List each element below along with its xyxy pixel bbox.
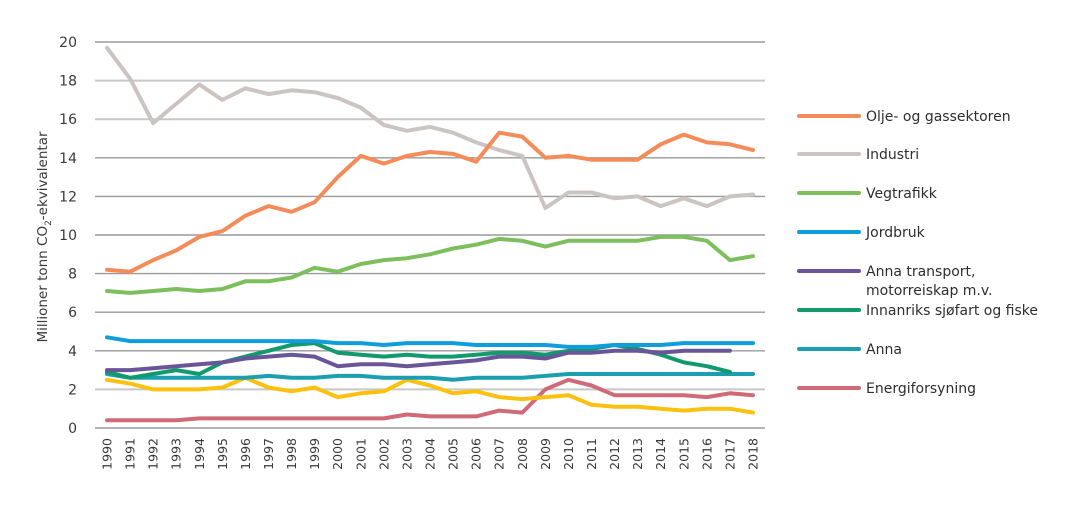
x-tick-label: 2018 [746, 438, 761, 470]
legend-label: Anna [866, 342, 902, 358]
legend-item: Industri [797, 147, 919, 163]
series-line-industri [105, 45, 755, 210]
series-line-olje-og-gassektoren [105, 130, 755, 274]
x-tick-label: 2004 [423, 438, 438, 470]
x-tick-label: 1999 [307, 438, 322, 470]
x-tick-label: 1994 [192, 438, 207, 470]
y-tick-label: 0 [68, 421, 77, 437]
y-tick-label: 2 [68, 382, 77, 398]
series-line-vegtrafikk [105, 234, 755, 295]
series-line-anna [105, 372, 755, 382]
y-axis-title-subscript: 2 [44, 220, 54, 226]
x-tick-label: 2017 [722, 438, 737, 470]
legend-label: Innanriks sjøfart og fiske [866, 303, 1038, 319]
y-tick-label: 12 [59, 189, 77, 205]
legend-label: Olje- og gassektoren [866, 109, 1011, 125]
x-tick-label: 1998 [284, 438, 299, 470]
legend-item: Jordbruk [797, 225, 926, 241]
legend-label: Vegtrafikk [866, 186, 938, 202]
y-axis-title-main: Millioner tonn CO [35, 226, 51, 343]
x-tick-label: 2008 [515, 438, 530, 470]
x-tick-label: 2014 [653, 438, 668, 470]
legend-item: Innanriks sjøfart og fiske [797, 303, 1038, 319]
legend-item: Anna [797, 342, 902, 358]
y-axis-title: Millioner tonn CO2-ekvivalentar [35, 131, 54, 343]
x-tick-label: 2016 [699, 438, 714, 470]
legend-label: motorreiskap m.v. [866, 283, 993, 299]
series-line-jordbruk [105, 335, 755, 349]
x-tick-label: 2012 [607, 438, 622, 470]
legend-label: Energiforsyning [866, 381, 976, 397]
x-tick-label: 2003 [399, 438, 414, 470]
x-tick-label: 2007 [492, 438, 507, 470]
x-tick-label: 2000 [330, 438, 345, 470]
x-axis-ticks: 1990 1991 1992 1993 1994 1995 1996 1997 1998 1999… [100, 438, 761, 470]
x-tick-label: 1990 [100, 438, 115, 470]
legend-item: Energiforsyning [797, 381, 976, 397]
legend-label: Industri [866, 147, 919, 163]
y-tick-label: 6 [68, 305, 77, 321]
series-line-anna-transport-motorreiskap-m-v [105, 348, 732, 373]
y-axis-title-suffix: -ekvivalentar [35, 131, 51, 220]
x-tick-label: 2011 [584, 438, 599, 470]
y-tick-label: 20 [59, 35, 77, 51]
x-tick-label: 2015 [676, 438, 691, 470]
x-tick-label: 1993 [169, 438, 184, 470]
x-tick-label: 1996 [238, 438, 253, 470]
y-tick-label: 14 [59, 151, 77, 167]
x-tick-label: 2002 [376, 438, 391, 470]
x-tick-label: 1997 [261, 438, 276, 470]
series-lines [105, 45, 755, 423]
y-tick-label: 4 [68, 344, 77, 360]
legend-label: Jordbruk [865, 225, 926, 241]
x-tick-label: 2001 [353, 438, 368, 470]
y-tick-label: 8 [68, 267, 77, 283]
legend-item: Anna transport, motorreiskap m.v. [797, 264, 993, 299]
y-axis-ticks: 0 2 4 6 8 10 12 14 16 18 20 [59, 35, 77, 437]
y-tick-label: 18 [59, 74, 77, 90]
x-tick-label: 2013 [630, 438, 645, 470]
legend-label: Anna transport, [866, 264, 976, 280]
series-line-energiforsyning [105, 377, 755, 423]
y-tick-label: 10 [59, 228, 77, 244]
legend-item: Vegtrafikk [797, 186, 938, 202]
x-tick-label: 1992 [146, 438, 161, 470]
legend: Olje- og gassektoren Industri Vegtrafikk Jo… [797, 109, 1038, 397]
series-line-unlabeled-series [105, 375, 755, 415]
x-tick-label: 2009 [538, 438, 553, 470]
y-tick-label: 16 [59, 112, 77, 128]
x-tick-label: 2005 [446, 438, 461, 470]
x-tick-label: 2010 [561, 438, 576, 470]
x-tick-label: 2006 [469, 438, 484, 470]
legend-item: Olje- og gassektoren [797, 109, 1011, 125]
x-tick-label: 1991 [123, 438, 138, 470]
x-tick-label: 1995 [215, 438, 230, 470]
